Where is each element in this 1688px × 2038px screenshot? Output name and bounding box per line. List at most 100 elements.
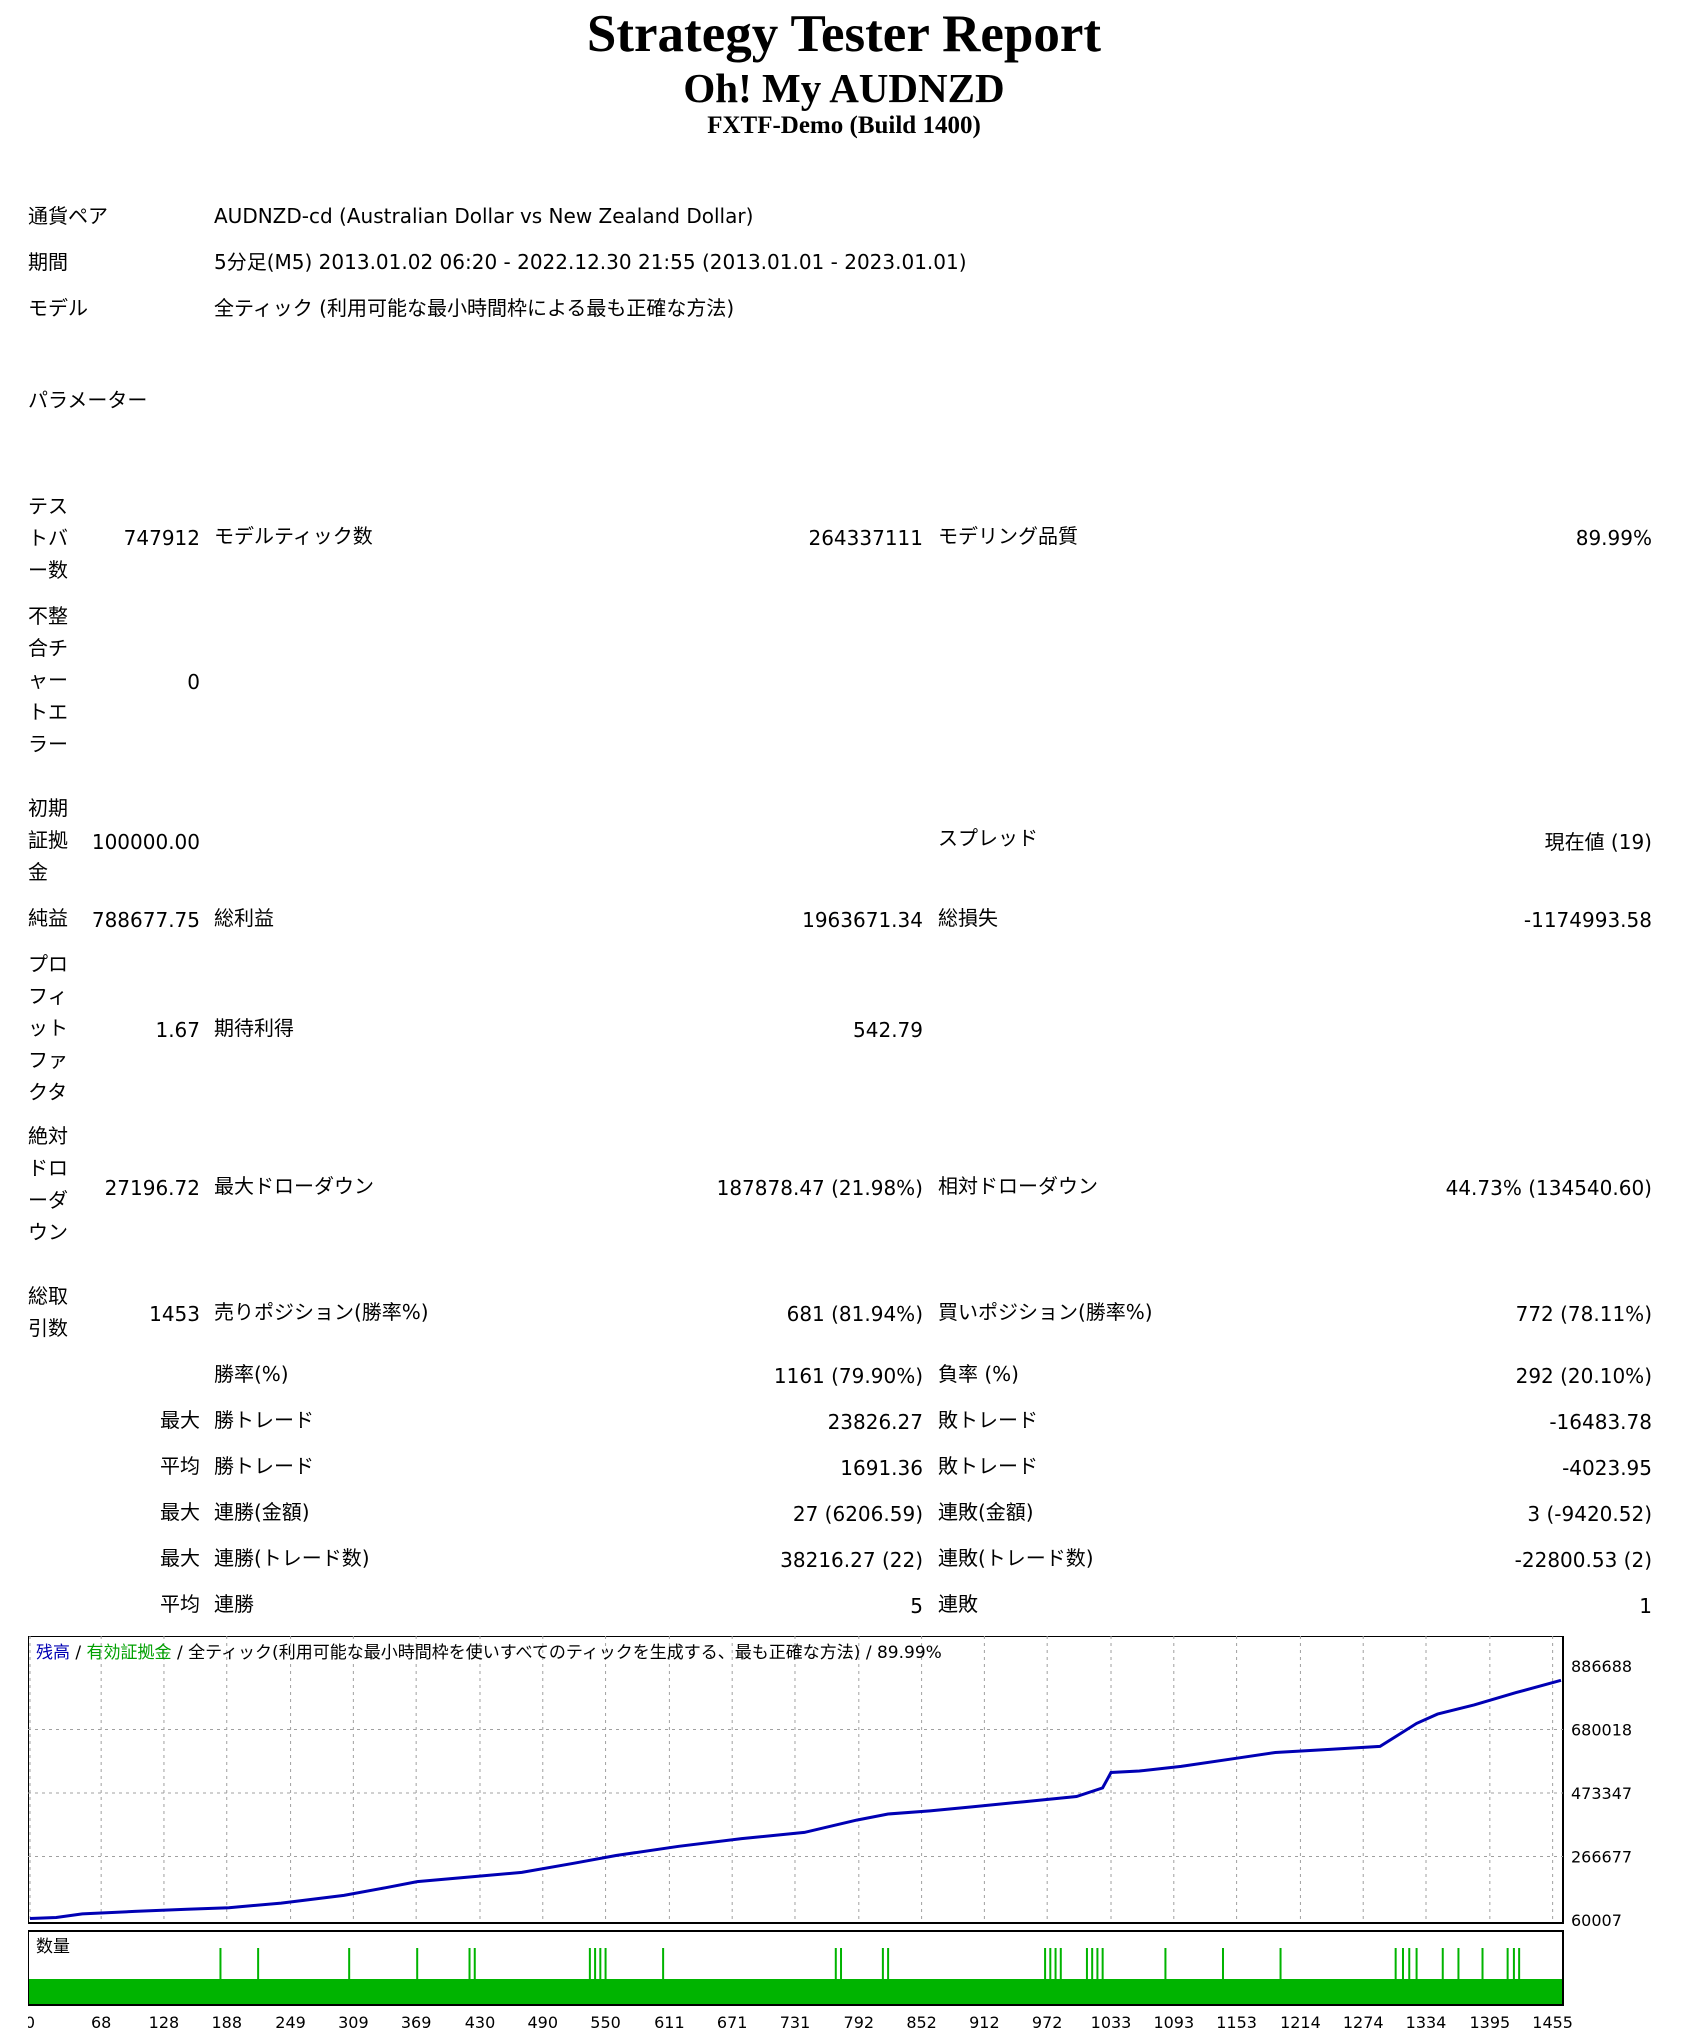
gross-profit-value: 1963671.34 [802,908,923,932]
long-label: 買いポジション(勝率%) [938,1300,1153,1324]
short-label: 売りポジション(勝率%) [214,1300,429,1324]
x-tick-label: 912 [969,2013,1000,2032]
chart-legend: 残高 / 有効証拠金 / 全ティック(利用可能な最小時間枠を使いすべてのティック… [36,1642,942,1663]
volume-label: 数量 [36,1937,70,1957]
spread-label: スプレッド [938,826,1038,850]
volume-spike [1085,1948,1088,1980]
x-tick-label: 1334 [1406,2013,1447,2032]
volume-spike [1394,1948,1397,1980]
quality-label: モデリング品質 [938,524,1078,548]
x-tick-label: 550 [590,2013,621,2032]
x-tick-label: 1153 [1216,2013,1257,2032]
long-value: 772 (78.11%) [1515,1302,1652,1326]
spread-value: 現在値 (19) [1544,830,1652,854]
x-tick-label: 611 [654,2013,685,2032]
expected-label: 期待利得 [214,1016,294,1040]
gross-profit-label: 総利益 [214,906,274,930]
volume-spike [1221,1948,1224,1980]
cons-win-money-label: 連勝(金額) [214,1500,310,1524]
avg-cons-win-label: 連勝 [214,1592,254,1616]
model-value: 全ティック (利用可能な最小時間枠による最も正確な方法) [214,296,735,320]
bars-value: 747912 [123,526,200,550]
x-tick-label: 1033 [1091,2013,1132,2032]
max-dd-value: 187878.47 (21.98%) [716,1176,923,1200]
x-tick-label: 1214 [1280,2013,1321,2032]
avg-cons-loss-label: 連敗 [938,1592,978,1616]
x-tick-label: 0 [28,2013,35,2032]
pf-value: 1.67 [155,1018,200,1042]
average-loss-label: 敗トレード [938,1454,1038,1478]
volume-spike [1054,1948,1057,1980]
x-tick-label: 128 [149,2013,180,2032]
max-dd-label: 最大ドローダウン [214,1174,374,1198]
rel-dd-label: 相対ドローダウン [938,1174,1098,1198]
net-label: 純益 [28,906,68,930]
server-name: FXTF-Demo (Build 1400) [707,112,981,139]
largest-loss-label: 敗トレード [938,1408,1038,1432]
volume-spike [468,1948,471,1980]
average-loss-value: -4023.95 [1562,1456,1652,1480]
volume-spike [1408,1948,1411,1980]
gross-loss-value: -1174993.58 [1523,908,1652,932]
largest-win-label: 勝トレード [214,1408,314,1432]
period-value: 5分足(M5) 2013.01.02 06:20 - 2022.12.30 21… [214,250,967,274]
largest-prefix: 最大 [160,1408,200,1432]
volume-spike [1044,1948,1047,1980]
ea-name: Oh! My AUDNZD [683,65,1005,111]
volume-spike [1091,1948,1094,1980]
deposit-value: 100000.00 [91,830,200,854]
ticks-label: モデルティック数 [214,524,373,548]
x-tick-label: 852 [906,2013,937,2032]
x-tick-label: 1093 [1153,2013,1194,2032]
gross-loss-label: 総損失 [938,906,998,930]
cons-win-money-value: 27 (6206.59) [792,1502,923,1526]
symbol-label: 通貨ペア [28,204,108,228]
x-tick-label: 68 [91,2013,111,2032]
x-tick-label: 490 [528,2013,559,2032]
main-plot-frame [28,1636,1564,1924]
average-win-label: 勝トレード [214,1454,314,1478]
y-tick-label: 886688 [1571,1657,1632,1676]
short-value: 681 (81.94%) [786,1302,923,1326]
volume-spike [1164,1948,1167,1980]
quality-value: 89.99% [1575,526,1652,550]
y-tick-label: 473347 [1571,1784,1632,1803]
volume-spike [257,1948,260,1980]
mismatch-label: 不整合チャートエラー [28,604,68,756]
volume-spike [599,1948,602,1980]
loss-value: 292 (20.10%) [1515,1364,1652,1388]
volume-spike [1049,1948,1052,1980]
volume-spike [1401,1948,1404,1980]
symbol-value: AUDNZD-cd (Australian Dollar vs New Zeal… [214,204,754,228]
volume-spike [1279,1948,1282,1980]
cons-loss-count-value: -22800.53 (2) [1514,1548,1652,1572]
x-tick-label: 430 [465,2013,496,2032]
volume-spike [1457,1948,1460,1980]
volume-spike [834,1948,837,1980]
pf-label: プロフィットファクタ [28,952,68,1104]
volume-spike [887,1948,890,1980]
avg-cons-prefix: 平均 [160,1592,200,1616]
cons-win-count-value: 38216.27 (22) [780,1548,923,1572]
y-tick-label: 680018 [1571,1720,1632,1739]
volume-spike [1059,1948,1062,1980]
bars-label: テストバー数 [28,494,68,582]
win-label: 勝率(%) [214,1362,289,1386]
period-label: 期間 [28,250,68,274]
x-axis-ticks: 0 68 128 188 249 309 369 430 490 550 611 671 731 792 8… [28,2013,1573,2032]
x-tick-label: 1455 [1532,2013,1573,2032]
report-title: Strategy Tester Report [586,5,1102,63]
volume-spike [1096,1948,1099,1980]
cons-loss-money-value: 3 (-9420.52) [1527,1502,1652,1526]
y-tick-label: 60007 [1571,1911,1622,1930]
average-win-value: 1691.36 [840,1456,923,1480]
x-tick-label: 1274 [1343,2013,1384,2032]
volume-spike [840,1948,843,1980]
volume-spike [348,1948,351,1980]
x-tick-label: 792 [844,2013,875,2032]
volume-base [29,1979,1562,2004]
volume-spike [881,1948,884,1980]
model-label: モデル [28,296,88,320]
rel-dd-value: 44.73% (134540.60) [1445,1176,1652,1200]
legend-equity: 有効証拠金 [87,1643,172,1663]
